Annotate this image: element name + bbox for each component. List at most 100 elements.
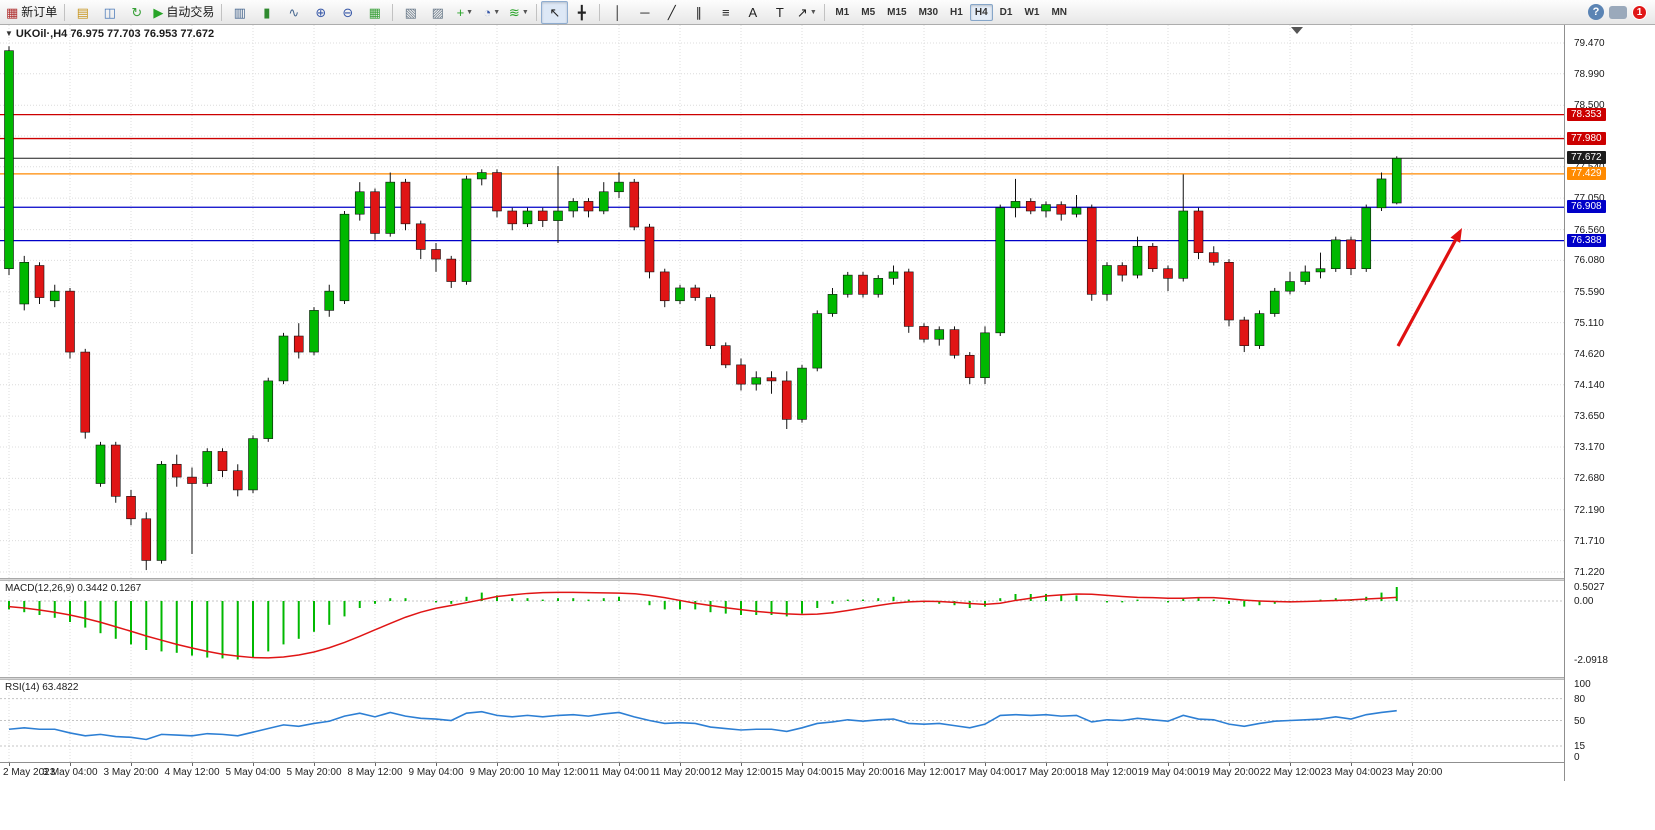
crosshair-glyph: ╋ <box>577 4 586 20</box>
time-axis-tick <box>1168 763 1169 766</box>
new-order-button-label: 新订单 <box>21 5 58 19</box>
time-axis-tick <box>253 763 254 766</box>
toolbar-right-cluster: ? 1 <box>1588 4 1652 20</box>
zoom-in-button[interactable]: ⊕ <box>307 1 334 24</box>
time-axis-tick <box>985 763 986 766</box>
bar-chart-icon[interactable]: ▥ <box>226 1 253 24</box>
horizontal-level-lines[interactable] <box>0 113 1564 242</box>
new-order-button[interactable]: ▦ 新订单 <box>3 1 60 24</box>
indicators-button[interactable]: ≋ ▼ <box>505 1 532 24</box>
time-axis-label: 5 May 04:00 <box>225 767 281 778</box>
text-glyph: A <box>748 4 758 20</box>
price-axis[interactable]: 79.47078.99078.50078.02077.54077.05076.5… <box>1564 25 1655 781</box>
trend-arrow[interactable] <box>1396 228 1462 347</box>
timeframe-button-m30[interactable]: M30 <box>918 6 939 18</box>
candlesticks <box>4 46 1402 571</box>
time-axis-label: 11 May 04:00 <box>589 767 649 778</box>
price-axis-label: 74.140 <box>1574 379 1605 391</box>
auto-scroll-icon[interactable]: ▨ <box>424 1 451 24</box>
timeframe-button-m15[interactable]: M15 <box>887 6 907 18</box>
zoom-in-glyph: ⊕ <box>315 4 327 20</box>
new-chart-glyph: + <box>456 4 465 20</box>
fibonacci-button[interactable]: ≡ <box>712 1 739 24</box>
line-chart-icon[interactable]: ∿ <box>280 1 307 24</box>
timeframe-button-h1[interactable]: H1 <box>950 6 963 18</box>
market-watch-icon[interactable]: ▤ <box>69 1 96 24</box>
grid-lines <box>0 25 1564 578</box>
timeframe-button-m5[interactable]: M5 <box>861 6 876 18</box>
rsi-line <box>8 709 1397 741</box>
data-window-icon[interactable]: ◫ <box>96 1 123 24</box>
panel-splitter[interactable] <box>0 677 1564 680</box>
profiles-clock-button[interactable]: ◔ ▼ <box>478 1 505 24</box>
tile-windows-icon[interactable]: ▦ <box>361 1 388 24</box>
rsi-canvas[interactable] <box>0 680 1564 762</box>
time-axis-tick <box>436 763 437 766</box>
price-axis-label: 75.590 <box>1574 286 1605 298</box>
vertical-line-button[interactable]: │ <box>604 1 631 24</box>
time-axis-label: 5 May 20:00 <box>286 767 342 778</box>
timeframe-button-mn[interactable]: MN <box>1051 6 1067 18</box>
price-level-tag: 76.908 <box>1567 200 1606 214</box>
label-glyph: T <box>775 4 784 20</box>
timeframe-button-w1[interactable]: W1 <box>1024 6 1040 18</box>
data-window-icon-glyph: ◫ <box>103 4 116 20</box>
time-axis-label: 15 May 20:00 <box>832 767 894 778</box>
channel-button[interactable]: ∥ <box>685 1 712 24</box>
text-button[interactable]: A <box>739 1 766 24</box>
price-axis-label: 77.050 <box>1574 193 1605 205</box>
macd-histogram <box>8 587 1398 660</box>
timeframe-button-h4[interactable]: H4 <box>969 3 993 21</box>
arrows-button[interactable]: ↗ ▼ <box>793 1 820 24</box>
time-axis-label: 3 May 20:00 <box>103 767 159 778</box>
time-axis-label: 19 May 04:00 <box>1137 767 1199 778</box>
time-axis-label: 23 May 04:00 <box>1320 767 1382 778</box>
price-axis-label: 79.470 <box>1574 38 1605 49</box>
timeframe-button-m1[interactable]: M1 <box>835 6 850 18</box>
fibonacci-glyph: ≡ <box>722 4 730 20</box>
help-icon[interactable]: ? <box>1588 4 1604 20</box>
time-axis-label: 4 May 12:00 <box>164 767 220 778</box>
time-axis-label: 18 May 12:00 <box>1076 767 1138 778</box>
candlestick-chart-icon[interactable]: ▮ <box>253 1 280 24</box>
macd-axis-label: 0.00 <box>1574 596 1594 607</box>
panel-splitter[interactable] <box>0 578 1564 581</box>
main-chart-panel[interactable]: ▼ UKOil·,H4 76.975 77.703 76.953 77.672 <box>0 25 1564 578</box>
macd-axis-label: 0.5027 <box>1574 581 1605 593</box>
timeframe-button-d1[interactable]: D1 <box>999 6 1013 18</box>
label-button[interactable]: T <box>766 1 793 24</box>
new-chart-button[interactable]: + ▼ <box>451 1 478 24</box>
time-axis-label: 22 May 12:00 <box>1259 767 1321 778</box>
macd-label: MACD(12,26,9) 0.3442 0.1267 <box>5 583 142 594</box>
time-axis-tick <box>314 763 315 766</box>
bar-chart-icon-glyph: ▥ <box>233 4 246 20</box>
chart-shift-icon-glyph: ▧ <box>404 4 417 20</box>
zoom-out-button[interactable]: ⊖ <box>334 1 361 24</box>
cursor-glyph: ↖ <box>549 4 561 20</box>
notifications-icon[interactable] <box>1609 5 1627 19</box>
time-axis-label: 3 May 04:00 <box>42 767 98 778</box>
chart-shift-icon[interactable]: ▧ <box>397 1 424 24</box>
price-axis-label: 74.620 <box>1574 348 1605 360</box>
auto-trading-button[interactable]: ▶ 自动交易 <box>150 1 217 24</box>
crosshair-button[interactable]: ╋ <box>568 1 595 24</box>
price-chart-canvas[interactable] <box>0 25 1564 578</box>
auto-trading-button-label: 自动交易 <box>166 5 215 19</box>
time-axis[interactable]: 2 May 2023 3 May 04:00 3 May 20:00 4 May 12… <box>0 762 1564 781</box>
auto-scroll-icon-glyph: ▨ <box>431 4 444 20</box>
price-axis-label: 73.170 <box>1574 441 1605 453</box>
dropdown-arrow-icon: ▼ <box>466 8 474 16</box>
cursor-button[interactable]: ↖ <box>541 0 569 24</box>
line-chart-icon-glyph: ∿ <box>288 4 300 20</box>
horizontal-line-button[interactable]: ─ <box>631 1 658 24</box>
price-axis-label: 75.110 <box>1574 317 1604 329</box>
navigator-icon[interactable]: ↻ <box>123 1 150 24</box>
rsi-panel[interactable]: RSI(14) 63.4822 <box>0 680 1564 762</box>
toolbar-separator <box>221 3 223 21</box>
macd-axis-label: -2.0918 <box>1574 654 1608 666</box>
trendline-button[interactable]: ╱ <box>658 1 685 24</box>
notification-badge: 1 <box>1632 4 1647 20</box>
macd-canvas[interactable] <box>0 581 1564 677</box>
macd-panel[interactable]: MACD(12,26,9) 0.3442 0.1267 <box>0 581 1564 677</box>
time-axis-tick <box>680 763 681 766</box>
